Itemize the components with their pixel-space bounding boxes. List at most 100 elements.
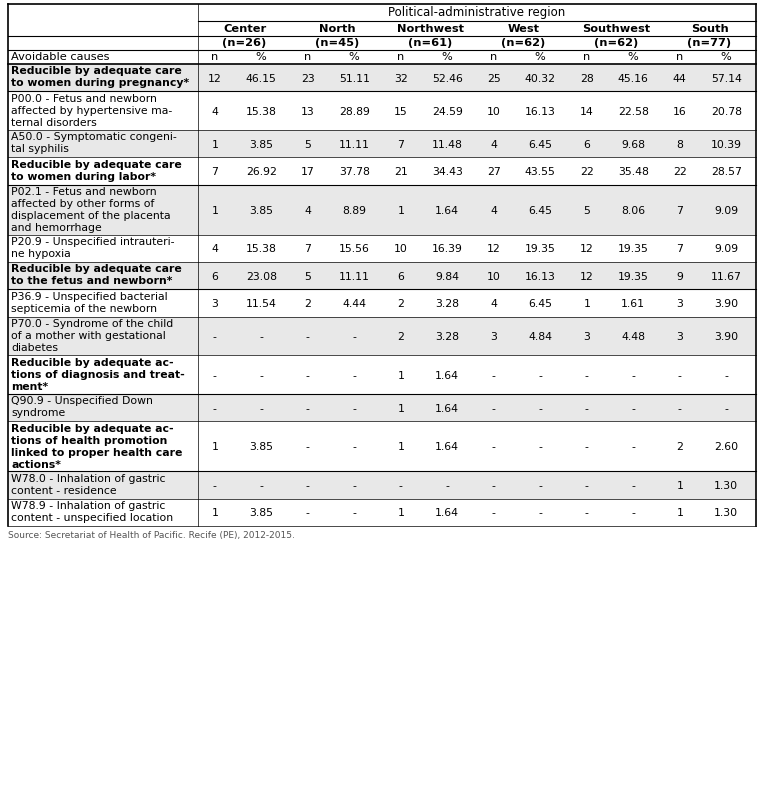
Text: 7: 7 <box>397 140 404 149</box>
Text: -: - <box>724 403 728 413</box>
Text: (n=61): (n=61) <box>409 38 452 48</box>
Text: -: - <box>492 508 496 517</box>
Text: -: - <box>631 480 635 490</box>
Text: 44: 44 <box>673 74 687 83</box>
Text: -: - <box>259 371 263 380</box>
Text: -: - <box>306 332 309 342</box>
Text: Reducible by adequate care
to women during pregnancy*: Reducible by adequate care to women duri… <box>11 67 189 88</box>
Text: 1.30: 1.30 <box>714 480 738 490</box>
Text: -: - <box>259 332 263 342</box>
Text: 4: 4 <box>304 205 311 216</box>
Text: 3: 3 <box>676 332 683 342</box>
Text: 40.32: 40.32 <box>525 74 555 83</box>
Bar <box>8 422 756 472</box>
Text: 4: 4 <box>490 205 497 216</box>
Text: 15: 15 <box>394 107 408 116</box>
Text: n: n <box>211 52 219 63</box>
Text: A50.0 - Symptomatic congeni-
tal syphilis: A50.0 - Symptomatic congeni- tal syphili… <box>11 132 176 154</box>
Text: 1.64: 1.64 <box>435 205 459 216</box>
Text: 27: 27 <box>487 167 500 177</box>
Bar <box>8 158 756 185</box>
Bar <box>8 185 756 235</box>
Text: 22.58: 22.58 <box>618 107 649 116</box>
Text: 3: 3 <box>676 298 683 309</box>
Text: 11.11: 11.11 <box>338 271 370 282</box>
Text: n: n <box>676 52 683 63</box>
Text: -: - <box>631 508 635 517</box>
Text: 3.28: 3.28 <box>435 298 459 309</box>
Text: Reducible by adequate care
to the fetus and newborn*: Reducible by adequate care to the fetus … <box>11 264 182 286</box>
Text: Center: Center <box>223 23 266 34</box>
Text: 21: 21 <box>394 167 408 177</box>
Text: 1.64: 1.64 <box>435 371 459 380</box>
Text: 3: 3 <box>212 298 219 309</box>
Text: West: West <box>507 23 539 34</box>
Text: -: - <box>539 442 542 452</box>
Bar <box>8 131 756 158</box>
Text: 6: 6 <box>212 271 219 282</box>
Text: 10.39: 10.39 <box>711 140 742 149</box>
Text: n: n <box>397 52 404 63</box>
Text: 32: 32 <box>394 74 408 83</box>
Text: (n=77): (n=77) <box>688 38 732 48</box>
Text: 6.45: 6.45 <box>528 205 552 216</box>
Text: 34.43: 34.43 <box>432 167 463 177</box>
Text: (n=45): (n=45) <box>316 38 360 48</box>
Text: -: - <box>492 403 496 413</box>
Text: %: % <box>442 52 452 63</box>
Bar <box>8 235 756 263</box>
Text: -: - <box>445 480 449 490</box>
Text: 5: 5 <box>583 205 590 216</box>
Text: 13: 13 <box>301 107 315 116</box>
Text: 22: 22 <box>673 167 687 177</box>
Text: 8.06: 8.06 <box>621 205 646 216</box>
Text: Avoidable causes: Avoidable causes <box>11 52 109 63</box>
Text: -: - <box>492 480 496 490</box>
Text: 25: 25 <box>487 74 500 83</box>
Text: 51.11: 51.11 <box>338 74 370 83</box>
Text: 45.16: 45.16 <box>618 74 649 83</box>
Text: 26.92: 26.92 <box>246 167 277 177</box>
Text: 1: 1 <box>212 508 219 517</box>
Text: 3: 3 <box>583 332 590 342</box>
Text: 11.48: 11.48 <box>432 140 463 149</box>
Text: 3.85: 3.85 <box>249 205 274 216</box>
Text: Q90.9 - Unspecified Down
syndrome: Q90.9 - Unspecified Down syndrome <box>11 396 153 418</box>
Text: 10: 10 <box>393 244 408 254</box>
Text: -: - <box>352 371 356 380</box>
Text: 3.85: 3.85 <box>249 508 274 517</box>
Text: 1: 1 <box>397 371 404 380</box>
Text: 9.09: 9.09 <box>714 244 738 254</box>
Text: 4.84: 4.84 <box>528 332 552 342</box>
Bar <box>8 318 756 356</box>
Text: 19.35: 19.35 <box>525 244 555 254</box>
Text: 1.61: 1.61 <box>621 298 646 309</box>
Text: 7: 7 <box>304 244 311 254</box>
Text: -: - <box>306 403 309 413</box>
Text: 14: 14 <box>580 107 594 116</box>
Text: -: - <box>352 480 356 490</box>
Text: 46.15: 46.15 <box>246 74 277 83</box>
Text: 3.90: 3.90 <box>714 332 738 342</box>
Text: 12: 12 <box>487 244 500 254</box>
Text: -: - <box>539 508 542 517</box>
Text: 16: 16 <box>673 107 687 116</box>
Text: 12: 12 <box>208 74 222 83</box>
Bar <box>8 395 756 422</box>
Text: Source: Secretariat of Health of Pacific. Recife (PE), 2012-2015.: Source: Secretariat of Health of Pacific… <box>8 530 295 539</box>
Text: %: % <box>721 52 732 63</box>
Text: -: - <box>213 371 217 380</box>
Text: 7: 7 <box>212 167 219 177</box>
Text: -: - <box>352 508 356 517</box>
Text: 3.85: 3.85 <box>249 140 274 149</box>
Text: 24.59: 24.59 <box>432 107 463 116</box>
Text: -: - <box>492 442 496 452</box>
Text: 5: 5 <box>304 271 311 282</box>
Text: Northwest: Northwest <box>397 23 464 34</box>
Bar <box>8 290 756 318</box>
Text: 2: 2 <box>304 298 311 309</box>
Text: 19.35: 19.35 <box>618 271 649 282</box>
Text: -: - <box>259 480 263 490</box>
Text: (n=62): (n=62) <box>594 38 639 48</box>
Text: 11.67: 11.67 <box>711 271 742 282</box>
